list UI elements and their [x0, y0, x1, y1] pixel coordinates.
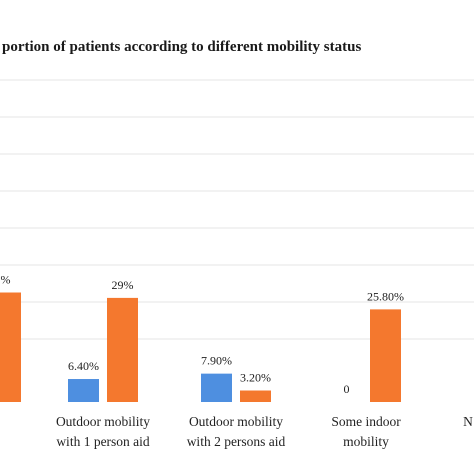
data-label: 29% [112, 278, 134, 292]
data-label: 7.90% [201, 354, 232, 368]
x-tick-label: with 2 persons aid [187, 434, 286, 449]
data-label: 25.80% [367, 289, 404, 303]
x-tick-label: mobility [343, 434, 389, 449]
bar [240, 390, 271, 402]
data-label: % [1, 273, 11, 287]
bar [0, 292, 21, 402]
chart-title: portion of patients according to differe… [2, 39, 361, 55]
bars [0, 292, 401, 402]
bar [107, 297, 138, 402]
data-labels: 6.40% 7.90% 0% 29% 3.20% 25.80% [1, 273, 405, 396]
gridlines [0, 79, 474, 340]
x-tick-label: Some indoor [331, 414, 401, 429]
x-tick-label: Outdoor mobility [56, 414, 150, 429]
bar [201, 373, 232, 402]
x-tick-label: N [463, 414, 473, 429]
data-label: 3.20% [240, 371, 271, 385]
x-tick-label: with 1 person aid [56, 434, 150, 449]
data-label: 0 [344, 382, 350, 396]
data-label: 6.40% [68, 359, 99, 373]
bar [68, 379, 99, 402]
x-tick-label: Outdoor mobility [189, 414, 283, 429]
bar [370, 309, 401, 402]
